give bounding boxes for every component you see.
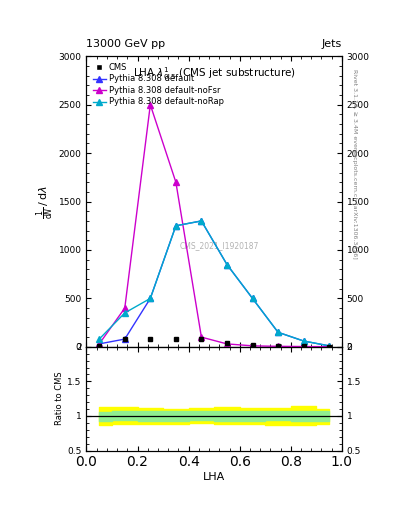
- Legend: CMS, Pythia 8.308 default, Pythia 8.308 default-noFsr, Pythia 8.308 default-noRa: CMS, Pythia 8.308 default, Pythia 8.308 …: [91, 60, 226, 109]
- X-axis label: LHA: LHA: [203, 472, 225, 482]
- Y-axis label: Ratio to CMS: Ratio to CMS: [55, 372, 64, 425]
- Text: mcplots.cern.ch [arXiv:1306.3436]: mcplots.cern.ch [arXiv:1306.3436]: [352, 151, 357, 259]
- Text: Rivet 3.1.10, ≥ 3.4M events: Rivet 3.1.10, ≥ 3.4M events: [352, 69, 357, 157]
- Text: 13000 GeV pp: 13000 GeV pp: [86, 38, 165, 49]
- Text: LHA $\lambda^{1}_{0.5}$ (CMS jet substructure): LHA $\lambda^{1}_{0.5}$ (CMS jet substru…: [133, 65, 296, 82]
- Y-axis label: $\frac{1}{\mathrm{d}N}\,/\,\mathrm{d}\lambda$: $\frac{1}{\mathrm{d}N}\,/\,\mathrm{d}\la…: [34, 184, 56, 219]
- Text: Jets: Jets: [321, 38, 342, 49]
- Text: CMS_2021_I1920187: CMS_2021_I1920187: [180, 241, 259, 250]
